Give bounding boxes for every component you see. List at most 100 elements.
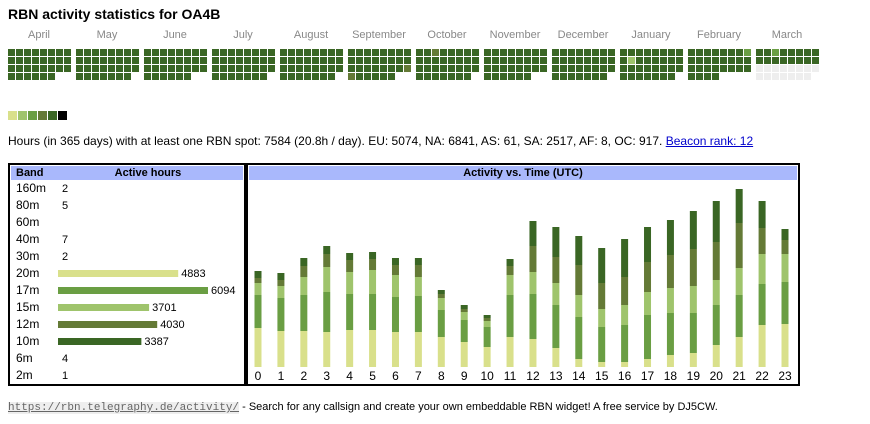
footer-link[interactable]: https://rbn.telegraphy.de/activity/: [8, 402, 240, 414]
legend-swatch: [18, 111, 27, 120]
day-cell: [260, 49, 267, 56]
band-hours: 6094: [211, 285, 235, 297]
activity-segment: [666, 313, 674, 355]
band-hours: 1: [62, 370, 68, 382]
day-cell: [176, 65, 183, 72]
day-cell: [772, 49, 779, 56]
hour-label: 18: [664, 369, 678, 383]
day-cell: [244, 73, 251, 80]
band-bar: [58, 287, 208, 294]
day-cell: [524, 57, 531, 64]
day-cell: [660, 65, 667, 72]
day-cell: [220, 73, 227, 80]
day-cell: [728, 65, 735, 72]
day-cell: [84, 65, 91, 72]
day-cell: [592, 73, 599, 80]
activity-segment: [483, 327, 491, 347]
day-cell: [8, 49, 15, 56]
day-cell: [516, 65, 523, 72]
day-cell: [236, 65, 243, 72]
day-cell: [516, 57, 523, 64]
day-cell: [712, 57, 719, 64]
day-cell: [584, 65, 591, 72]
day-cell: [796, 73, 803, 80]
activity-segment: [529, 294, 537, 339]
day-cell: [152, 57, 159, 64]
day-cell: [288, 49, 295, 56]
day-cell: [348, 57, 355, 64]
day-cell: [456, 49, 463, 56]
day-cell: [312, 73, 319, 80]
day-cell: [144, 57, 151, 64]
day-cell: [56, 65, 63, 72]
day-cell: [92, 49, 99, 56]
day-cell: [532, 65, 539, 72]
day-cell: [676, 57, 683, 64]
day-cell: [260, 65, 267, 72]
day-cell: [280, 49, 287, 56]
beacon-rank-link[interactable]: Beacon rank: 12: [665, 134, 754, 148]
day-cell: [152, 65, 159, 72]
month-label: July: [233, 29, 253, 41]
activity-segment: [323, 332, 331, 367]
day-cell: [696, 65, 703, 72]
hour-label: 5: [369, 369, 376, 383]
day-cell: [620, 73, 627, 80]
day-cell: [296, 57, 303, 64]
day-cell: [756, 49, 763, 56]
day-cell: [24, 49, 31, 56]
day-cell: [440, 65, 447, 72]
day-cell: [280, 57, 287, 64]
footer: https://rbn.telegraphy.de/activity/ - Se…: [8, 401, 718, 414]
day-cell: [688, 49, 695, 56]
day-cell: [24, 65, 31, 72]
day-cell: [40, 49, 47, 56]
hour-label: 2: [300, 369, 307, 383]
day-cell: [516, 49, 523, 56]
day-cell: [440, 73, 447, 80]
month-label: August: [294, 29, 328, 41]
day-cell: [40, 57, 47, 64]
activity-segment: [346, 253, 354, 260]
day-cell: [312, 57, 319, 64]
activity-segment: [644, 292, 652, 315]
day-cell: [652, 49, 659, 56]
band-name: 40m: [16, 232, 39, 246]
day-cell: [764, 49, 771, 56]
activity-segment: [277, 331, 285, 367]
summary: Hours (in 365 days) with at least one RB…: [8, 134, 753, 148]
day-cell: [676, 65, 683, 72]
legend-swatch: [8, 111, 17, 120]
day-cell: [108, 73, 115, 80]
day-cell: [212, 49, 219, 56]
day-cell: [608, 65, 615, 72]
day-cell: [416, 57, 423, 64]
day-cell: [628, 65, 635, 72]
footer-text: - Search for any callsign and create you…: [239, 401, 718, 413]
day-cell: [552, 65, 559, 72]
activity-segment: [506, 275, 514, 295]
day-cell: [404, 49, 411, 56]
day-cell: [772, 65, 779, 72]
day-cell: [772, 57, 779, 64]
month-label: January: [631, 29, 671, 41]
day-cell: [356, 65, 363, 72]
bands-header: [11, 166, 243, 180]
day-cell: [756, 57, 763, 64]
bands-box: [8, 163, 246, 386]
day-cell: [372, 73, 379, 80]
band-hours: 3387: [144, 336, 168, 348]
hour-label: 11: [504, 369, 517, 383]
day-cell: [560, 73, 567, 80]
day-cell: [464, 57, 471, 64]
day-cell: [56, 49, 63, 56]
day-cell: [280, 73, 287, 80]
day-cell: [320, 49, 327, 56]
day-cell: [124, 65, 131, 72]
activity-segment: [300, 331, 308, 367]
day-cell: [668, 49, 675, 56]
day-cell: [296, 49, 303, 56]
band-name: 6m: [16, 351, 33, 365]
activity-segment: [506, 337, 514, 367]
day-cell: [244, 57, 251, 64]
